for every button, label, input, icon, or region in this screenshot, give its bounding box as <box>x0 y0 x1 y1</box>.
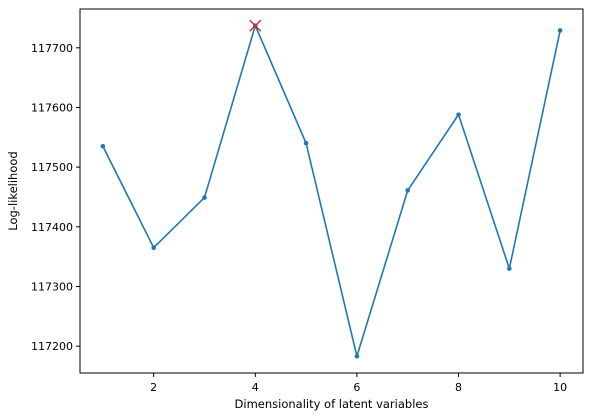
y-tick-label: 117700 <box>31 42 73 55</box>
x-tick-label: 8 <box>455 381 462 394</box>
y-axis-label: Log-likelihood <box>6 151 20 230</box>
data-point <box>557 28 563 33</box>
plot-frame <box>79 8 584 374</box>
ticks-layer: 2 4 6 8 10 117200 117300 117400 117500 117600 1177… <box>31 42 567 394</box>
y-tick-label: 117600 <box>31 101 73 114</box>
y-tick-label: 117300 <box>31 280 73 293</box>
data-point <box>456 112 461 117</box>
y-tick-label: 117500 <box>31 161 73 174</box>
x-tick-label: 2 <box>150 381 157 394</box>
x-tick-label: 4 <box>252 381 259 394</box>
data-point <box>151 245 156 250</box>
highlight-layer <box>249 19 262 32</box>
plot-area <box>80 9 583 373</box>
data-point <box>100 143 106 149</box>
x-tick-label: 6 <box>353 381 360 394</box>
y-tick-label: 117400 <box>31 221 73 234</box>
data-point <box>507 266 512 271</box>
data-point <box>354 353 360 359</box>
y-tick-label: 117200 <box>31 340 73 353</box>
x-tick-label: 10 <box>553 381 567 394</box>
max-marker-stroke <box>249 19 262 32</box>
data-point <box>303 140 309 146</box>
series-line <box>102 24 561 358</box>
data-point <box>202 195 207 200</box>
data-point <box>405 188 411 193</box>
x-axis-label: Dimensionality of latent variables <box>235 397 429 411</box>
